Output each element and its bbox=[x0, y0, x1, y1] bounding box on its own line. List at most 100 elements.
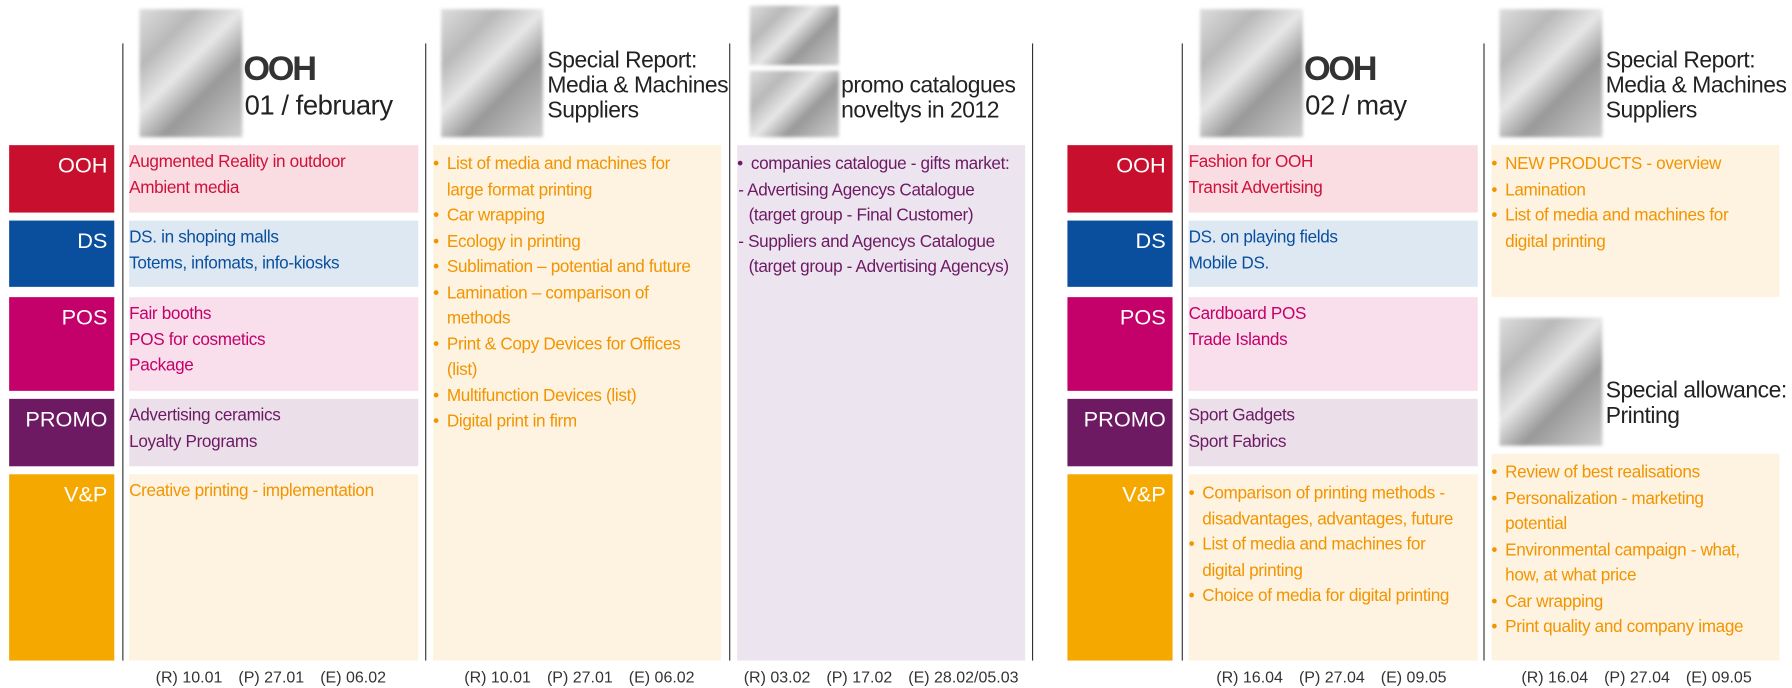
header-line: Special Report: bbox=[547, 47, 697, 74]
date: (P) 17.02 bbox=[826, 667, 893, 686]
row-label: OOH bbox=[9, 145, 115, 213]
date: (E) 09.05 bbox=[1685, 667, 1752, 686]
topic-cell: DS. on playing fields Mobile DS. bbox=[1188, 220, 1478, 287]
topic-item: List of media and machines for digital p… bbox=[1189, 533, 1467, 584]
topic-item: Car wrapping bbox=[1491, 589, 1768, 615]
topic-item: Sport Fabrics bbox=[1188, 431, 1287, 451]
row-label: OOH bbox=[1067, 145, 1173, 213]
date: (P) 27.04 bbox=[1604, 667, 1670, 686]
separator bbox=[1031, 43, 1034, 661]
topic-item: Personalization - marketing potential bbox=[1491, 486, 1768, 537]
topic-list: Review of best realisationsPersonalizati… bbox=[1491, 453, 1780, 661]
topic-item: Sublimation – potential and future bbox=[433, 255, 710, 281]
date: (R) 16.04 bbox=[1216, 667, 1283, 686]
topic-cell: Fashion for OOH Transit Advertising bbox=[1188, 145, 1478, 213]
topic-list: Comparison of printing methods - disadva… bbox=[1188, 474, 1478, 661]
date: (P) 27.01 bbox=[238, 667, 305, 686]
topic-item: Fashion for OOH bbox=[1188, 151, 1314, 172]
date: (R) 16.04 bbox=[1521, 667, 1589, 686]
header-line: promo catalogues bbox=[841, 73, 1016, 99]
topic-cell: Advertising ceramics Loyalty Programs bbox=[129, 398, 419, 467]
topic-list: List of media and machines for large for… bbox=[433, 145, 722, 661]
dates: (R) 16.04 (P) 27.04 (E) 09.05 bbox=[1488, 667, 1785, 685]
separator bbox=[425, 43, 427, 661]
header: 01 / february bbox=[244, 90, 394, 122]
magazine-cover bbox=[749, 70, 839, 138]
date: (P) 27.01 bbox=[546, 667, 613, 686]
topic-item: Loyalty Programs bbox=[129, 431, 258, 451]
topic-item: Lamination – comparison of methods bbox=[433, 281, 710, 332]
header-line: Media & Machines bbox=[547, 73, 729, 99]
row-label: PROMO bbox=[9, 398, 115, 467]
dates: (R) 10.01 (P) 27.01 (E) 06.02 bbox=[122, 667, 419, 685]
topic-item: Trade Islands bbox=[1188, 329, 1288, 350]
topic-item: Print & Copy Devices for Offices (list) bbox=[433, 332, 710, 383]
separator bbox=[122, 43, 124, 661]
topic-cell: Cardboard POS Trade Islands bbox=[1188, 297, 1478, 391]
topic-item: Fair booths bbox=[129, 303, 212, 324]
header: Special Report: Media & Machines Suppliers bbox=[1606, 48, 1787, 123]
topic-item: NEW PRODUCTS - overview bbox=[1491, 152, 1768, 178]
header: promo catalogues noveltys in 2012 bbox=[841, 73, 1016, 124]
topic-cell: Creative printing - implementation bbox=[129, 474, 419, 661]
topic-item: Mobile DS. bbox=[1188, 253, 1270, 273]
header-line: 01 / february bbox=[244, 90, 394, 122]
header-line: 02 / may bbox=[1305, 90, 1407, 122]
dates: (R) 10.01 (P) 27.01 (E) 06.02 bbox=[431, 667, 728, 685]
topic-item: DS. in shoping malls bbox=[129, 227, 279, 247]
topic-cell: Sport Gadgets Sport Fabrics bbox=[1188, 398, 1478, 467]
header-line: Printing bbox=[1605, 403, 1680, 429]
topic-item: Ambient media bbox=[129, 177, 240, 198]
topic-item: Review of best realisations bbox=[1491, 461, 1768, 487]
topic-item: Creative printing - implementation bbox=[129, 481, 374, 501]
header-line: Suppliers bbox=[1605, 98, 1698, 124]
topic-item: Car wrapping bbox=[433, 203, 710, 229]
header-line: Media & Machines bbox=[1605, 73, 1787, 99]
topic-item: Environmental campaign - what, how, at w… bbox=[1491, 538, 1768, 589]
header: Special Report: Media & Machines Suppliers bbox=[547, 48, 728, 123]
topic-item: Sport Gadgets bbox=[1188, 405, 1295, 426]
topic-item: Comparison of printing methods - disadva… bbox=[1189, 481, 1467, 532]
magazine-cover bbox=[139, 9, 243, 138]
header-line: Suppliers bbox=[547, 98, 639, 124]
date: (E) 28.02/05.03 bbox=[908, 667, 1019, 686]
magazine-cover bbox=[749, 5, 839, 66]
separator bbox=[1483, 43, 1485, 661]
date: (P) 27.04 bbox=[1298, 667, 1365, 686]
magazine-cover bbox=[1199, 9, 1303, 138]
dates: (R) 03.02 (P) 17.02 (E) 28.02/05.03 bbox=[733, 667, 1030, 685]
logo: OOH bbox=[1303, 50, 1378, 88]
topic-cell: DS. in shoping malls Totems, infomats, in… bbox=[129, 220, 419, 287]
topic-list: NEW PRODUCTS - overviewLaminationList of… bbox=[1491, 145, 1780, 298]
row-label: DS bbox=[9, 220, 115, 287]
topic-item: Digital print in firm bbox=[433, 409, 710, 435]
topic-item: POS for cosmetics bbox=[129, 329, 266, 350]
magazine-cover bbox=[1499, 317, 1603, 446]
date: (E) 06.02 bbox=[320, 667, 387, 686]
header-line: noveltys in 2012 bbox=[841, 98, 1000, 124]
row-label: V&P bbox=[9, 474, 115, 661]
header-line: Special Report: bbox=[1605, 47, 1756, 74]
topic-cell: Augmented Reality in outdoor Ambient medi… bbox=[129, 145, 419, 213]
magazine-cover bbox=[441, 9, 543, 138]
topic-item: Package bbox=[129, 355, 194, 375]
topic-item: - Advertising Agencys Catalogue (target … bbox=[738, 179, 975, 226]
topic-item: Totems, infomats, info-kiosks bbox=[129, 253, 340, 273]
date: (R) 03.02 bbox=[743, 667, 811, 686]
topic-item: Cardboard POS bbox=[1188, 303, 1307, 324]
topic-item: Multifunction Devices (list) bbox=[433, 383, 710, 409]
row-label: V&P bbox=[1067, 474, 1173, 661]
row-label: POS bbox=[1067, 297, 1173, 391]
date: (R) 10.01 bbox=[464, 667, 531, 686]
topic-item: List of media and machines for digital p… bbox=[1491, 203, 1768, 254]
header: Special allowance: Printing bbox=[1605, 378, 1788, 429]
topic-item: Augmented Reality in outdoor bbox=[129, 151, 346, 172]
topic-item: Advertising ceramics bbox=[129, 405, 281, 426]
topic-item: List of media and machines for large for… bbox=[433, 152, 710, 203]
topic-item: companies catalogue - gifts market: bbox=[737, 152, 1014, 178]
row-label: DS bbox=[1067, 220, 1173, 287]
header: 02 / may bbox=[1305, 91, 1407, 121]
separator bbox=[729, 43, 731, 661]
